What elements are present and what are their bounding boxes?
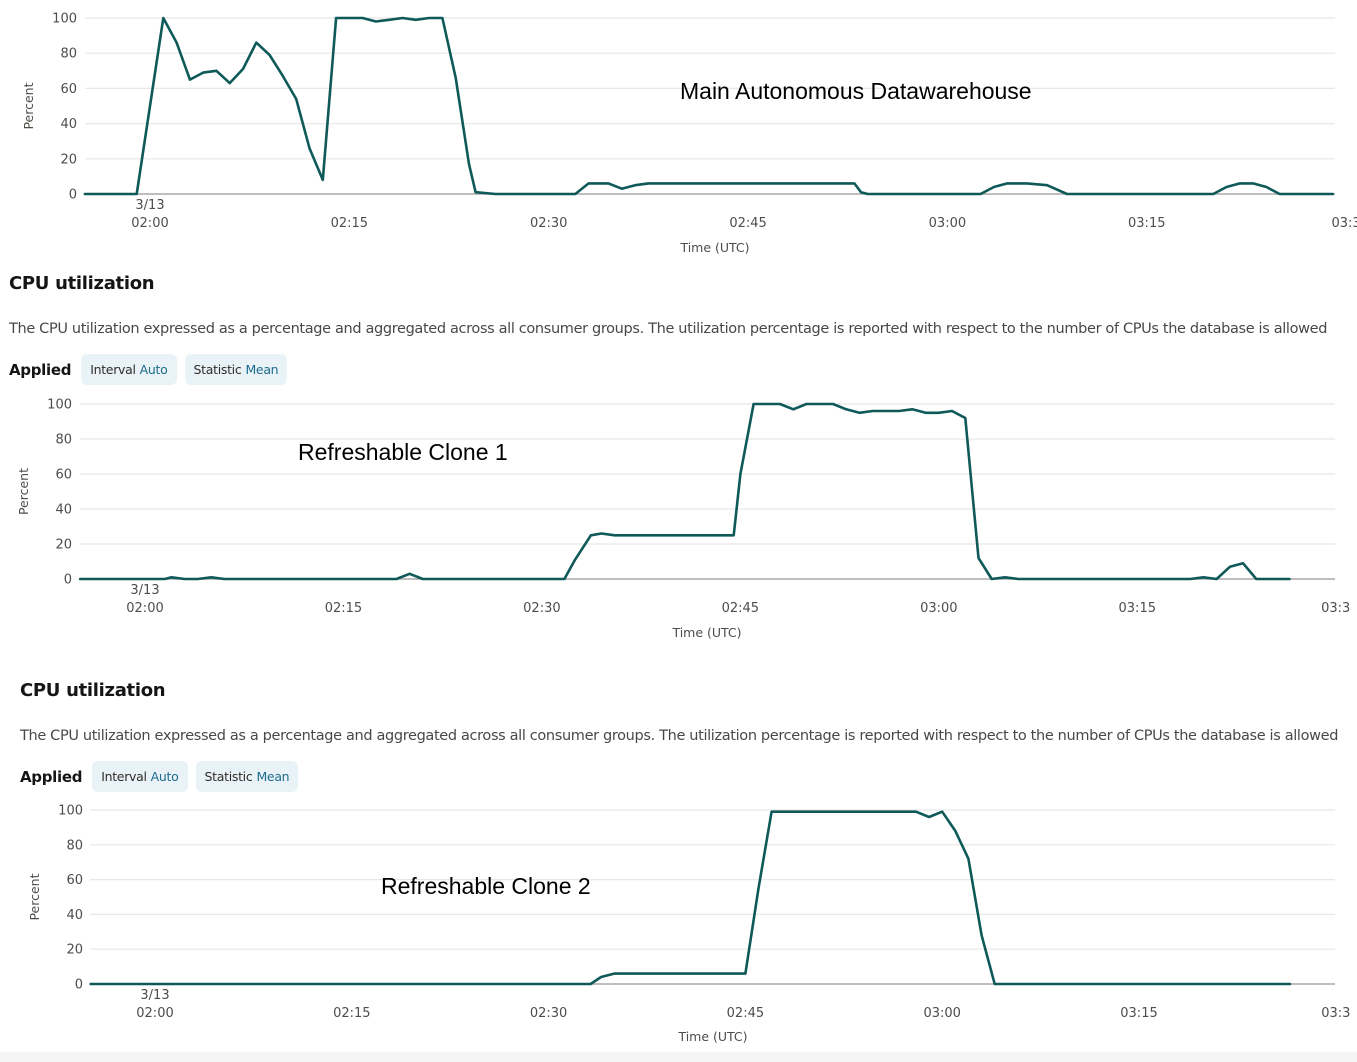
x-tick-label: 02:15 <box>333 1006 370 1021</box>
applied-filters: Applied Interval Auto Statistic Mean <box>9 354 288 385</box>
y-tick-label: 80 <box>60 47 77 62</box>
x-tick-date: 3/13 <box>140 988 169 1003</box>
chip-label: Statistic <box>193 362 242 377</box>
chart-annotation-clone-2: Refreshable Clone 2 <box>381 873 591 899</box>
y-axis-title: Percent <box>27 873 42 920</box>
interval-chip[interactable]: Interval Auto <box>81 354 177 385</box>
chip-value: Mean <box>256 769 290 784</box>
chip-label: Interval <box>90 362 136 377</box>
chip-label: Interval <box>101 769 147 784</box>
y-tick-label: 80 <box>66 838 83 853</box>
x-tick-label: 02:45 <box>729 216 766 231</box>
y-tick-label: 100 <box>47 398 72 413</box>
x-tick-label: 03:00 <box>923 1006 960 1021</box>
bottom-edge <box>0 1052 1357 1062</box>
x-tick-label: 02:15 <box>331 216 368 231</box>
applied-filters: Applied Interval Auto Statistic Mean <box>20 761 299 792</box>
cpu-chart-clone-1: 0 20 40 60 80 100 Percent 02:00 3/13 02:15 02:30 02… <box>16 398 1350 641</box>
x-tick-label: 03:15 <box>1119 601 1156 616</box>
chart-annotation-main: Main Autonomous Datawarehouse <box>680 78 1032 104</box>
y-tick-label: 0 <box>69 188 77 203</box>
y-tick-label: 40 <box>60 117 77 132</box>
y-tick-label: 0 <box>75 978 83 993</box>
y-tick-label: 0 <box>64 573 72 588</box>
x-axis-title: Time (UTC) <box>679 240 749 255</box>
x-tick-label: 02:45 <box>727 1006 764 1021</box>
chart-annotation-clone-1: Refreshable Clone 1 <box>298 439 508 465</box>
x-axis-title: Time (UTC) <box>671 625 741 640</box>
x-tick-label: 03:15 <box>1120 1006 1157 1021</box>
cpu-utilization-line <box>78 402 1291 581</box>
chip-label: Statistic <box>204 769 253 784</box>
x-tick-label: 02:30 <box>530 1006 567 1021</box>
x-axis-title: Time (UTC) <box>677 1029 747 1044</box>
chip-value: Auto <box>139 362 168 377</box>
x-tick-label: 03:00 <box>920 601 957 616</box>
x-tick-label: 03:00 <box>929 216 966 231</box>
section-description: The CPU utilization expressed as a perce… <box>20 728 1339 744</box>
section-title: CPU utilization <box>20 680 166 701</box>
x-tick-date: 3/13 <box>130 583 159 598</box>
x-tick-label: 02:00 <box>136 1006 173 1021</box>
x-tick-label: 02:45 <box>722 601 759 616</box>
y-tick-label: 20 <box>66 943 83 958</box>
x-tick-label: 02:30 <box>530 216 567 231</box>
cpu-utilization-line <box>83 16 1335 196</box>
y-tick-label: 100 <box>58 804 83 819</box>
y-tick-label: 60 <box>66 873 83 888</box>
chip-value: Mean <box>245 362 279 377</box>
applied-label: Applied <box>9 360 72 379</box>
section-title: CPU utilization <box>9 273 155 294</box>
y-axis-title: Percent <box>16 468 31 515</box>
x-tick-label: 02:15 <box>325 601 362 616</box>
y-tick-label: 60 <box>55 468 72 483</box>
x-tick-label: 03:3 <box>1321 1006 1350 1021</box>
cpu-utilization-line <box>89 810 1292 986</box>
chip-value: Auto <box>150 769 179 784</box>
x-tick-label: 02:00 <box>131 216 168 231</box>
section-description: The CPU utilization expressed as a perce… <box>9 321 1328 337</box>
y-tick-label: 80 <box>55 433 72 448</box>
y-axis-title: Percent <box>21 82 36 129</box>
x-tick-label: 02:30 <box>523 601 560 616</box>
x-tick-label: 03:3 <box>1331 216 1357 231</box>
x-tick-label: 03:3 <box>1321 601 1350 616</box>
y-tick-label: 20 <box>60 152 77 167</box>
interval-chip[interactable]: Interval Auto <box>92 761 188 792</box>
statistic-chip[interactable]: Statistic Mean <box>184 354 288 385</box>
y-tick-label: 40 <box>66 908 83 923</box>
y-tick-label: 100 <box>52 12 77 27</box>
cpu-chart-main: 0 20 40 60 80 100 Percent 02:00 3/13 02:15 02:30 02… <box>21 12 1357 256</box>
x-tick-label: 02:00 <box>126 601 163 616</box>
statistic-chip[interactable]: Statistic Mean <box>195 761 299 792</box>
y-tick-label: 40 <box>55 503 72 518</box>
x-tick-label: 03:15 <box>1128 216 1165 231</box>
y-tick-label: 20 <box>55 538 72 553</box>
applied-label: Applied <box>20 767 83 786</box>
x-tick-date: 3/13 <box>135 198 164 213</box>
y-tick-label: 60 <box>60 82 77 97</box>
